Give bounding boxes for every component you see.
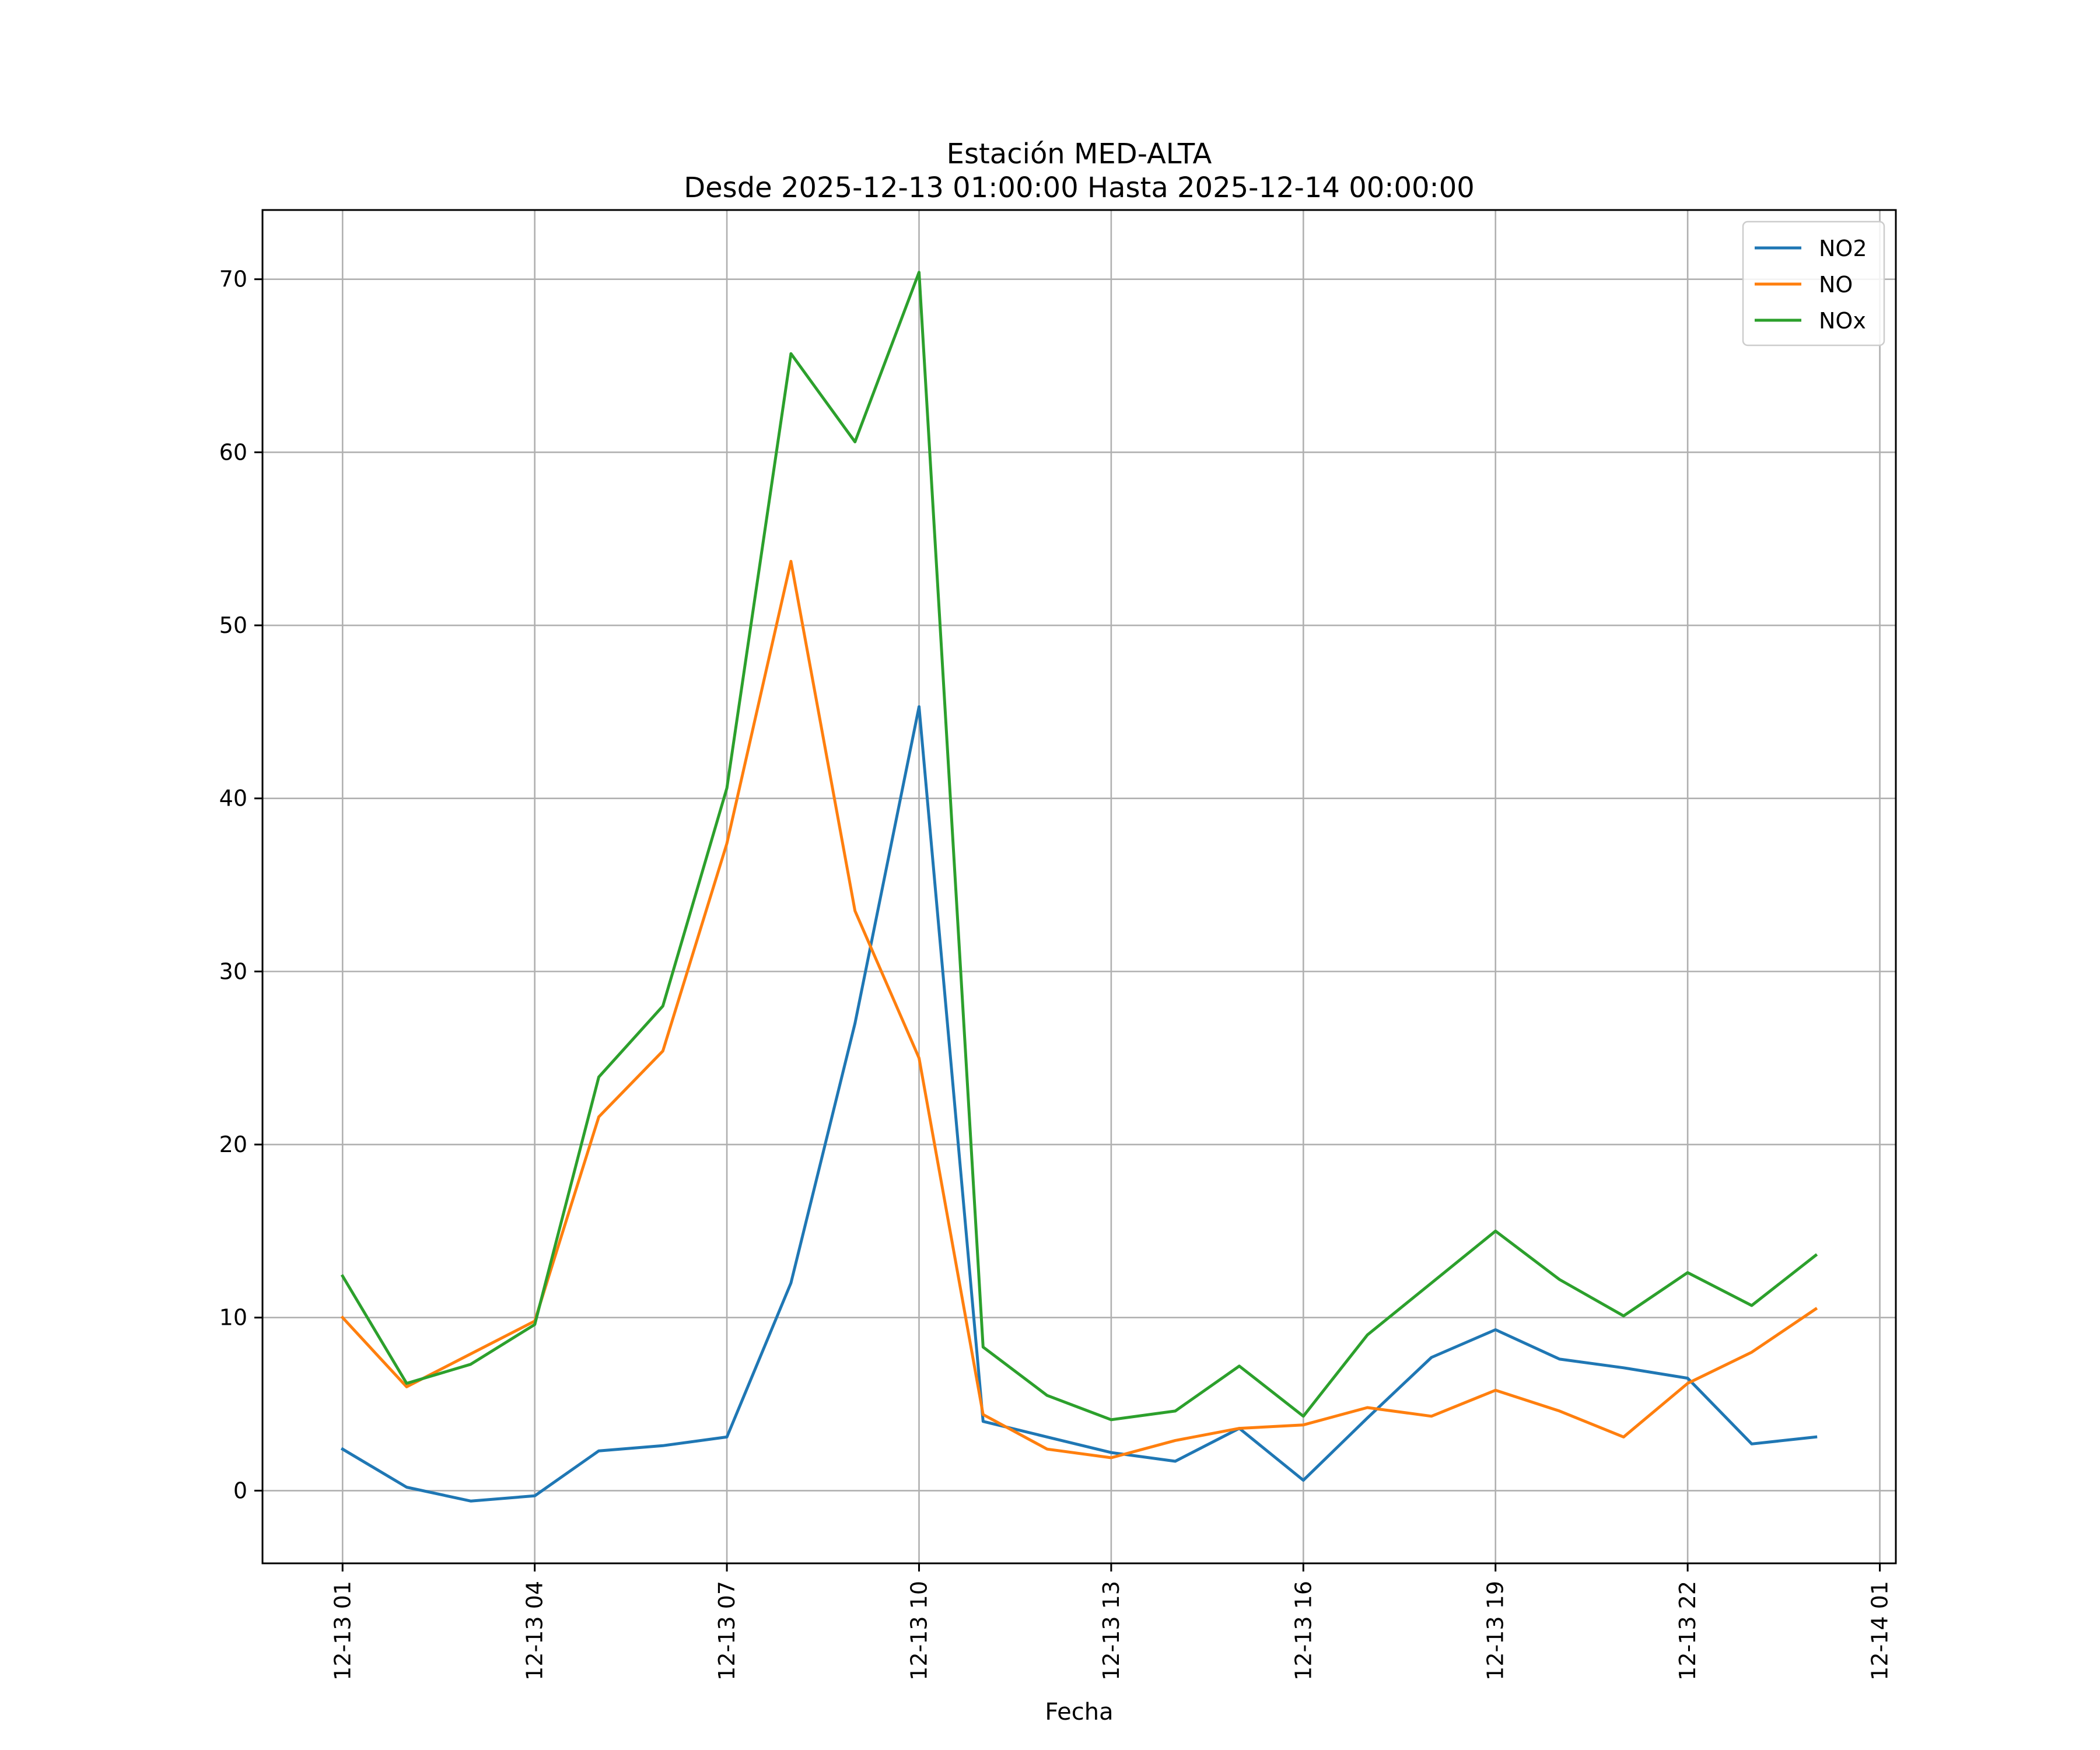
legend: NO2 NO NOx [1742, 220, 1885, 346]
y-tick-label: 60 [219, 439, 247, 465]
x-tick-label: 12-14 01 [1867, 1581, 1893, 1681]
x-tick-label: 12-13 01 [330, 1581, 355, 1681]
y-tick-label: 70 [219, 267, 247, 292]
grid [262, 210, 1896, 1563]
axis-ticks: 0 10 20 30 40 50 60 70 12-13 01 12-13 04 12-13 07 1… [219, 267, 1893, 1681]
x-tick-label: 12-13 19 [1483, 1581, 1508, 1681]
x-tick-label: 12-13 13 [1098, 1581, 1124, 1681]
chart-title-line-1: Estación MED-ALTA [947, 138, 1212, 170]
series-lines [340, 271, 1818, 1503]
y-tick-label: 10 [219, 1305, 247, 1331]
y-tick-label: 20 [219, 1132, 247, 1157]
y-tick-label: 40 [219, 786, 247, 811]
y-tick-label: 50 [219, 612, 247, 638]
y-tick-label: 30 [219, 958, 247, 984]
x-axis-label: Fecha [1045, 1699, 1113, 1726]
y-tick-label: 0 [233, 1478, 247, 1503]
series-line-no [340, 559, 1818, 1460]
legend-box [1742, 220, 1885, 346]
x-tick-label: 12-13 22 [1675, 1581, 1700, 1681]
chart-title-line-2: Desde 2025-12-13 01:00:00 Hasta 2025-12-… [684, 172, 1475, 204]
x-tick-label: 12-13 07 [714, 1581, 740, 1681]
legend-label-no2: NO2 [1819, 236, 1867, 261]
x-tick-label: 12-13 04 [522, 1581, 548, 1681]
legend-label-nox: NOx [1819, 308, 1866, 334]
legend-label-no: NO [1819, 272, 1853, 298]
x-tick-label: 12-13 10 [906, 1581, 932, 1681]
series-line-no2 [340, 705, 1818, 1503]
plot-area-frame [261, 209, 1897, 1564]
x-tick-label: 12-13 16 [1290, 1581, 1316, 1681]
series-line-nox [340, 271, 1818, 1422]
